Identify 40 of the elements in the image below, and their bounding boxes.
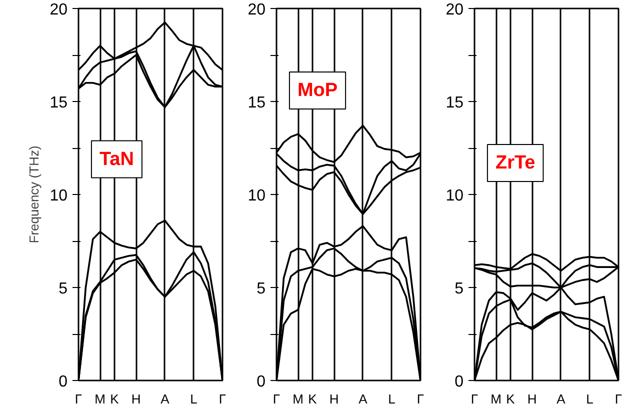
y-tick-label: 10 (50, 188, 68, 204)
x-tick-label: Γ (74, 392, 82, 406)
x-tick-label: A (160, 392, 170, 406)
y-tick-label: 15 (446, 94, 464, 112)
y-tick-label: 0 (454, 374, 464, 390)
annotation: ZrTe (495, 152, 536, 174)
x-tick-label: A (556, 392, 566, 406)
x-tick-label: L (586, 392, 594, 406)
x-tick-label: L (190, 392, 198, 406)
x-tick-label: M (490, 392, 502, 406)
y-tick-label: 20 (50, 2, 68, 18)
y-tick-label: 0 (58, 374, 68, 390)
annotation: TaN (99, 148, 134, 170)
y-tick-label: 0 (256, 374, 266, 390)
x-tick-label: K (110, 392, 120, 406)
x-tick-label: M (292, 392, 304, 406)
x-tick-label: H (329, 392, 339, 406)
y-tick-label: 5 (454, 280, 464, 298)
y-tick-label: 20 (446, 2, 464, 18)
x-tick-label: Γ (614, 392, 622, 406)
annotation: MoP (297, 80, 338, 101)
x-tick-label: H (131, 392, 141, 406)
x-tick-label: M (94, 392, 106, 406)
x-tick-label: Γ (470, 392, 478, 406)
x-tick-label: H (527, 392, 537, 406)
y-tick-label: 5 (58, 280, 68, 298)
y-tick-label: 10 (248, 188, 266, 204)
x-tick-label: K (308, 392, 318, 406)
y-tick-label: 15 (50, 94, 68, 112)
y-tick-label: 20 (248, 2, 266, 18)
x-tick-label: Γ (218, 392, 226, 406)
y-axis-title: Frequency (THz) (26, 146, 42, 244)
y-tick-label: 15 (248, 94, 266, 112)
x-tick-label: Γ (416, 392, 424, 406)
y-tick-label: 5 (256, 280, 266, 298)
x-tick-label: A (358, 392, 368, 406)
y-tick-label: 10 (446, 188, 464, 204)
x-tick-label: K (506, 392, 516, 406)
x-tick-label: Γ (272, 392, 280, 406)
x-tick-label: L (388, 392, 396, 406)
